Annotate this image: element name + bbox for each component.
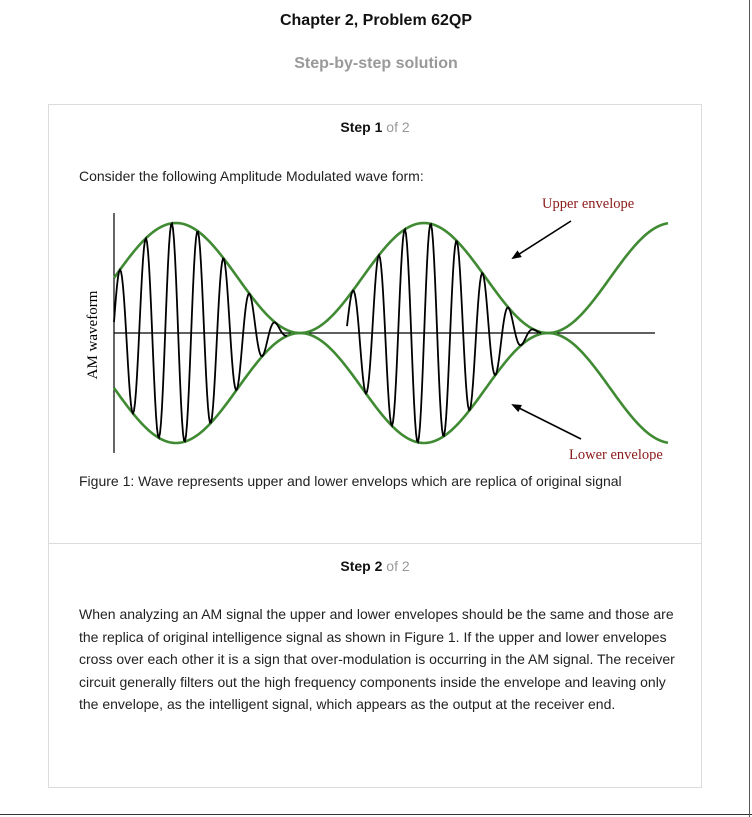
upper-envelope-label: Upper envelope	[542, 196, 634, 212]
step-divider	[49, 543, 701, 544]
y-axis-label: AM waveform	[85, 290, 101, 379]
am-waveform-svg: Upper envelope Lower envelope AM wavefor…	[85, 196, 669, 463]
upper-envelope-arrow	[511, 220, 572, 260]
step-1-heading: Step 1 of 2	[49, 119, 701, 135]
page-bottom-rule	[0, 814, 752, 815]
lower-envelope-arrow	[511, 404, 582, 440]
figure-caption: Figure 1: Wave represents upper and lowe…	[79, 473, 622, 489]
step-1-number: 1	[374, 119, 383, 135]
step-1-word: Step	[340, 119, 371, 135]
lower-envelope-curve	[112, 331, 669, 445]
step-2-of: of 2	[386, 558, 410, 574]
page-title: Chapter 2, Problem 62QP	[279, 12, 473, 29]
solution-container: Step 1 of 2 Consider the following Ampli…	[48, 104, 702, 788]
step-2-explanation: When analyzing an AM signal the upper an…	[79, 606, 675, 712]
step-1-of: of 2	[386, 119, 410, 135]
step-2-heading: Step 2 of 2	[49, 558, 701, 574]
page-right-rule	[749, 0, 750, 817]
upper-envelope-curve	[112, 221, 669, 335]
am-waveform-figure: Upper envelope Lower envelope AM wavefor…	[79, 191, 679, 463]
modulated-carrier-wave	[113, 221, 542, 445]
lower-envelope-label: Lower envelope	[569, 447, 663, 461]
step-2-number: 2	[374, 558, 383, 574]
solution-subtitle: Step-by-step solution	[294, 55, 458, 72]
step-1-intro: Consider the following Amplitude Modulat…	[79, 168, 424, 184]
step-2-word: Step	[340, 558, 371, 574]
